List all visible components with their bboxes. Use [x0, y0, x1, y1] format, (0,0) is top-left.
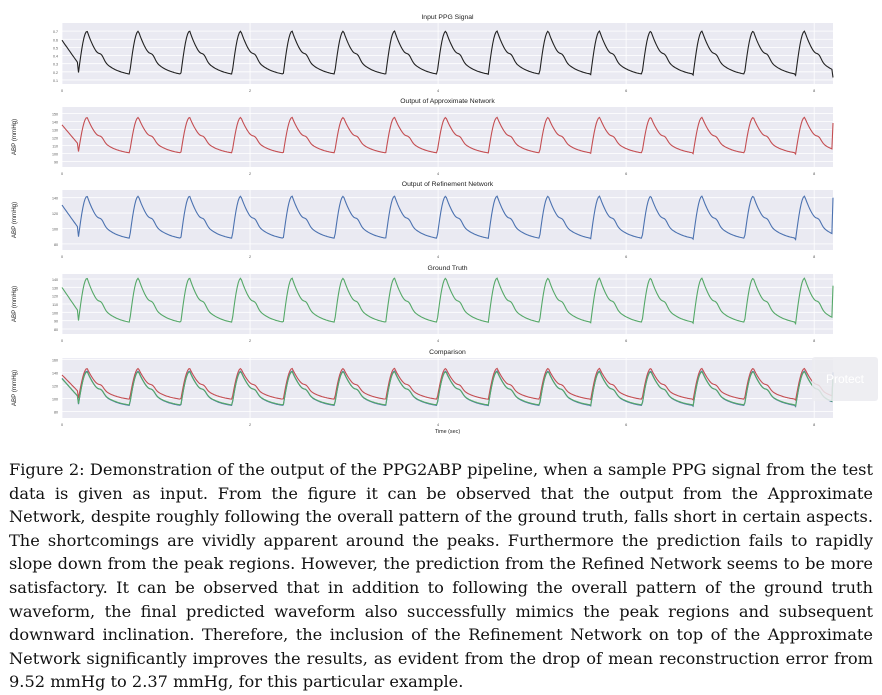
panel-title: Ground Truth	[427, 265, 467, 272]
y-tick-label: 150	[52, 112, 58, 116]
series-line-approx	[61, 367, 834, 402]
y-tick-label: 120	[52, 136, 58, 140]
y-tick-label: 0.7	[53, 30, 58, 34]
y-tick-label: 80	[54, 410, 58, 414]
y-tick-label: 110	[52, 303, 58, 307]
x-tick-label: 0	[61, 172, 63, 176]
x-tick-label: 2	[249, 172, 251, 176]
y-tick-label: 80	[54, 328, 58, 332]
panel-1: 90 100 110 120 130 140 150 0 2 4 6 8 Output of Appro…	[11, 98, 834, 176]
x-tick-label: 6	[625, 423, 627, 427]
panel-background	[62, 23, 833, 84]
panel-title: Output of Approximate Network	[400, 98, 495, 105]
y-tick-label: 140	[52, 278, 58, 282]
x-tick-label: 4	[437, 423, 439, 427]
y-axis-label: ABP (mmHg)	[11, 202, 18, 238]
y-tick-label: 140	[52, 371, 58, 375]
y-tick-label: 100	[52, 152, 58, 156]
panel-title: Comparison	[429, 349, 466, 356]
x-tick-label: 8	[813, 339, 815, 343]
series-line-refined	[61, 195, 834, 241]
x-tick-label: 2	[249, 423, 251, 427]
y-tick-label: 0.5	[53, 46, 58, 50]
y-tick-label: 100	[52, 311, 58, 315]
figure-caption: Figure 2: Demonstration of the output of…	[9, 460, 873, 692]
panel-title: Output of Refinement Network	[402, 181, 494, 188]
panel-4: 80 100 120 140 160 0 2 4 6 8 Comparison ABP (mmHg) T…	[11, 349, 834, 435]
y-tick-label: 0.4	[53, 55, 58, 59]
x-tick-label: 8	[813, 89, 815, 93]
y-axis-label: ABP (mmHg)	[11, 286, 18, 322]
y-tick-label: 110	[52, 144, 58, 148]
panel-background	[62, 358, 833, 418]
y-tick-label: 120	[52, 212, 58, 216]
x-axis-label: Time (sec)	[435, 429, 460, 435]
y-tick-label: 120	[52, 384, 58, 388]
x-tick-label: 6	[625, 172, 627, 176]
y-tick-label: 100	[52, 227, 58, 231]
y-tick-label: 100	[52, 397, 58, 401]
series-line-truth	[61, 370, 834, 408]
series-line-truth	[61, 277, 834, 326]
y-tick-label: 0.6	[53, 38, 58, 42]
series-line-ppg	[61, 30, 834, 78]
x-tick-label: 0	[61, 423, 63, 427]
x-tick-label: 6	[625, 339, 627, 343]
y-tick-label: 120	[52, 295, 58, 299]
x-tick-label: 4	[437, 172, 439, 176]
x-tick-label: 4	[437, 89, 439, 93]
x-tick-label: 6	[625, 255, 627, 259]
y-tick-label: 130	[52, 286, 58, 290]
series-line-approx	[61, 116, 834, 156]
panel-title: Input PPG Signal	[421, 14, 474, 21]
x-tick-label: 8	[813, 423, 815, 427]
x-tick-label: 0	[61, 339, 63, 343]
y-tick-label: 160	[52, 358, 58, 362]
y-tick-label: 0.3	[53, 63, 58, 67]
y-tick-label: 80	[54, 243, 58, 247]
y-tick-label: 0.1	[53, 79, 58, 83]
x-tick-label: 4	[437, 339, 439, 343]
x-tick-label: 0	[61, 89, 63, 93]
y-axis-label: ABP (mmHg)	[11, 370, 18, 406]
panel-0: 0.1 0.2 0.3 0.4 0.5 0.6 0.7 0 2 4 6 8 Input PPG Sign…	[53, 14, 834, 93]
x-tick-label: 2	[249, 89, 251, 93]
x-tick-label: 6	[625, 89, 627, 93]
panel-3: 80 90 100 110 120 130 140 0 2 4 6 8 Ground Truth ABP …	[11, 265, 834, 343]
y-tick-label: 90	[54, 320, 58, 324]
y-tick-label: 130	[52, 128, 58, 132]
protect-badge[interactable]: Protect	[812, 357, 878, 401]
y-tick-label: 140	[52, 197, 58, 201]
y-tick-label: 0.2	[53, 71, 58, 75]
x-tick-label: 8	[813, 172, 815, 176]
x-tick-label: 4	[437, 255, 439, 259]
x-tick-label: 2	[249, 255, 251, 259]
y-axis-label: ABP (mmHg)	[11, 119, 18, 155]
x-tick-label: 2	[249, 339, 251, 343]
x-tick-label: 0	[61, 255, 63, 259]
ppg2abp-figure: 0.1 0.2 0.3 0.4 0.5 0.6 0.7 0 2 4 6 8 Input PPG Sign…	[11, 14, 834, 435]
y-tick-label: 90	[54, 160, 58, 164]
x-tick-label: 8	[813, 255, 815, 259]
panel-2: 80 100 120 140 0 2 4 6 8 Output of Refinement Net…	[11, 181, 834, 259]
y-tick-label: 140	[52, 120, 58, 124]
